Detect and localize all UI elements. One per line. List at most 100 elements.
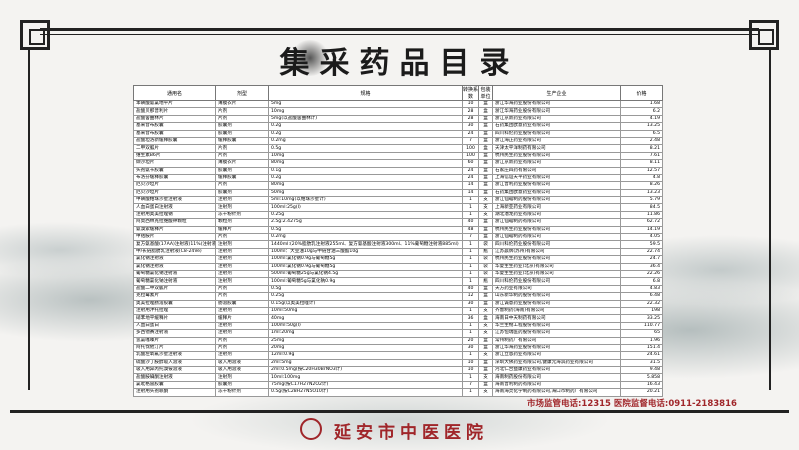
table-cell: 盐酸二甲双胍片 [133, 284, 216, 294]
top-frame-line [40, 28, 759, 31]
corner-ornament-tr [749, 20, 779, 50]
table-cell: 片剂 [215, 107, 269, 116]
table-row: 阿托伐他汀片 片剂 20mg 30 盒浙江华海药业股份有限公司 151.4 [133, 343, 663, 353]
table-row: 奥美拉唑肠溶胶囊 肠溶胶囊 0.15g(以奥美拉唑计) 30 盒浙江诚意药业股份有限公司… [133, 299, 663, 308]
table-cell: 100ml:葡萄糖5g与氯化钠0.9g [268, 277, 463, 286]
table-cell: 盒 [478, 380, 493, 390]
table-cell: 氯吡格雷胶囊 [133, 380, 216, 390]
table-cell: 14.19 [620, 225, 663, 235]
table-cell: 36 [462, 314, 479, 323]
table-cell: 山东新华制药股份有限公司 [492, 292, 621, 301]
table-cell: 2.48 [620, 136, 663, 146]
table-cell: 0.2mg [268, 233, 463, 242]
table-cell: 石家庄四药有限公司 [492, 166, 621, 175]
table-row: 中/长链脂肪乳注射液(C8-24Ve) 注射剂 100ml：大豆油10g与中链甘油三… [133, 247, 663, 257]
table-cell: 1 [462, 373, 479, 382]
table-cell: 河北仁合益康药业有限公司 [492, 366, 621, 375]
table-row: 多西他赛注射液 注射剂 1ml:20mg 1 支江苏恒瑞医药股份有限公司 65 [133, 329, 663, 338]
table-cell: 1 [462, 388, 479, 397]
table-cell: 盒 [478, 358, 493, 368]
table-cell: 片剂 [215, 114, 269, 124]
table-cell: 500ml:葡萄糖25g与氯化钠4.5g [268, 269, 463, 279]
table-cell: 7 [462, 380, 479, 390]
table-cell: 杭州民生药业股份有限公司 [492, 255, 621, 264]
table-cell: 1 [462, 203, 479, 212]
column-header: 价格 [620, 85, 663, 101]
table-cell: 75mg(按C17H27N2O2计) [268, 380, 463, 390]
table-cell: 瓶 [478, 247, 493, 257]
table-cell: 人血白蛋白注射液 [133, 203, 216, 212]
table-cell: 袋 [478, 269, 493, 279]
table-cell: 盒 [478, 122, 493, 131]
table-cell: 151.4 [620, 343, 663, 353]
right-frame-line [769, 50, 771, 390]
table-row: 硝苯地平缓释片 缓释片 40mg 36 盒海南日中天制药有限公司 33.25 [133, 314, 663, 323]
table-row: 二甲双胍片 片剂 0.5g 100 盒天津太平洋制药有限公司 8.21 [133, 144, 663, 153]
table-cell: 支 [478, 203, 493, 212]
table-cell: 1 [462, 269, 479, 279]
table-cell: 198 [620, 306, 663, 316]
table-cell: 袋 [478, 262, 493, 272]
table-cell: 石药集团欧意药业有限公司 [492, 122, 621, 131]
table-cell: 厄贝沙坦片 [133, 181, 216, 190]
table-cell: 厄贝沙坦片 [133, 188, 216, 198]
table-row: 甲钴胺片 片剂 0.2mg 7 盒浙江仙琚制药有限公司 4.05 [133, 233, 663, 242]
table-cell: 10 [462, 358, 479, 368]
table-cell: 盒 [478, 159, 493, 168]
table-cell: 注射剂 [215, 196, 269, 205]
table-cell: 1.68 [620, 99, 663, 109]
table-cell: 华兰生物工程股份有限公司 [492, 321, 621, 331]
table-cell: 0.15g(以奥美拉唑计) [268, 299, 463, 308]
table-cell: 7 [462, 136, 479, 146]
table-cell: 江苏晨牌(苏州)有限公司 [492, 247, 621, 257]
table-cell: 10mg [268, 151, 463, 161]
table-cell: 40 [462, 218, 479, 227]
table-cell: 注射剂 [215, 306, 269, 316]
table-cell: 5.858 [620, 373, 663, 382]
table-cell: 0.5g(按C28H27N5O10计) [268, 388, 463, 397]
table-cell: 24 [462, 166, 479, 175]
table-cell: 5mg(以盐酸舍曲林计) [268, 114, 463, 124]
table-cell: 注射剂 [215, 269, 269, 279]
table-cell: 多西他赛注射液 [133, 329, 216, 338]
table-cell: 24.7 [620, 255, 663, 264]
table-cell: 1 [462, 240, 479, 249]
table-cell: 硝苯地平缓释片 [133, 314, 216, 323]
table-cell: 浙江仙琚制药有限公司 [492, 218, 621, 227]
table-cell: 塞来昔布胶囊 [133, 122, 216, 131]
table-cell: 1 [462, 306, 479, 316]
table-cell: 奥美拉唑肠溶胶囊 [133, 299, 216, 308]
table-cell: 盒 [478, 136, 493, 146]
table-cell: 注射剂 [215, 321, 269, 331]
table-cell: 缬沙坦片 [133, 159, 216, 168]
table-cell: 葡萄糖氯化钠注射液 [133, 277, 216, 286]
table-cell: 40mg [268, 314, 463, 323]
table-cell: 14 [462, 181, 479, 190]
table-cell: 盒 [478, 233, 493, 242]
table-cell: 36.4 [620, 262, 663, 272]
table-cell: 海南制药股份有限公司 [492, 373, 621, 382]
table-cell: 深圳大佛药业有限公司,健康元海滨药业有限公司 [492, 358, 621, 368]
table-cell: 62.72 [620, 218, 663, 227]
table-cell: 阿托伐他汀片 [133, 343, 216, 353]
top-frame-line-thin [40, 34, 759, 35]
table-cell: 片剂 [215, 336, 269, 345]
table-cell: 盐酸舍曲林片 [133, 114, 216, 124]
table-cell: 24 [462, 129, 479, 138]
table-cell: 胶囊剂 [215, 129, 269, 138]
table-cell: 盐酸贝那普利片 [133, 107, 216, 116]
table-cell: 22.32 [620, 299, 663, 308]
table-cell: 盒 [478, 225, 493, 235]
table-row: 甲磺酸帕珠沙星注射液 注射剂 5ml:10mg(以帕珠沙星计) 1 支浙江仙琚制药股份有… [133, 196, 663, 205]
table-cell: 盐酸胺碘酮注射液 [133, 373, 216, 382]
table-cell: 12.57 [620, 166, 663, 175]
table-cell: 9.48 [620, 366, 663, 375]
table-row: 阿莫西林克拉维酸钾颗粒 颗粒剂 2.5g:2.4275g 40 盒浙江仙琚制药有限公司 6… [133, 218, 663, 227]
table-cell: 复方氨基酸(17AA)注射液(11%)注射液 [133, 240, 216, 249]
table-cell: 80mg [268, 181, 463, 190]
table-cell: 8.26 [620, 181, 663, 190]
table-cell: 苯磺酸氨氯地平片 [133, 99, 216, 109]
table-cell: 四川科伦药业股份有限公司 [492, 129, 621, 138]
table-row: 氯化钠注射液 注射剂 100ml:氯化钠0.9g与葡萄糖5g 1 袋杭州民生药业股份有限… [133, 255, 663, 264]
table-cell: 常州制药厂有限公司 [492, 336, 621, 345]
